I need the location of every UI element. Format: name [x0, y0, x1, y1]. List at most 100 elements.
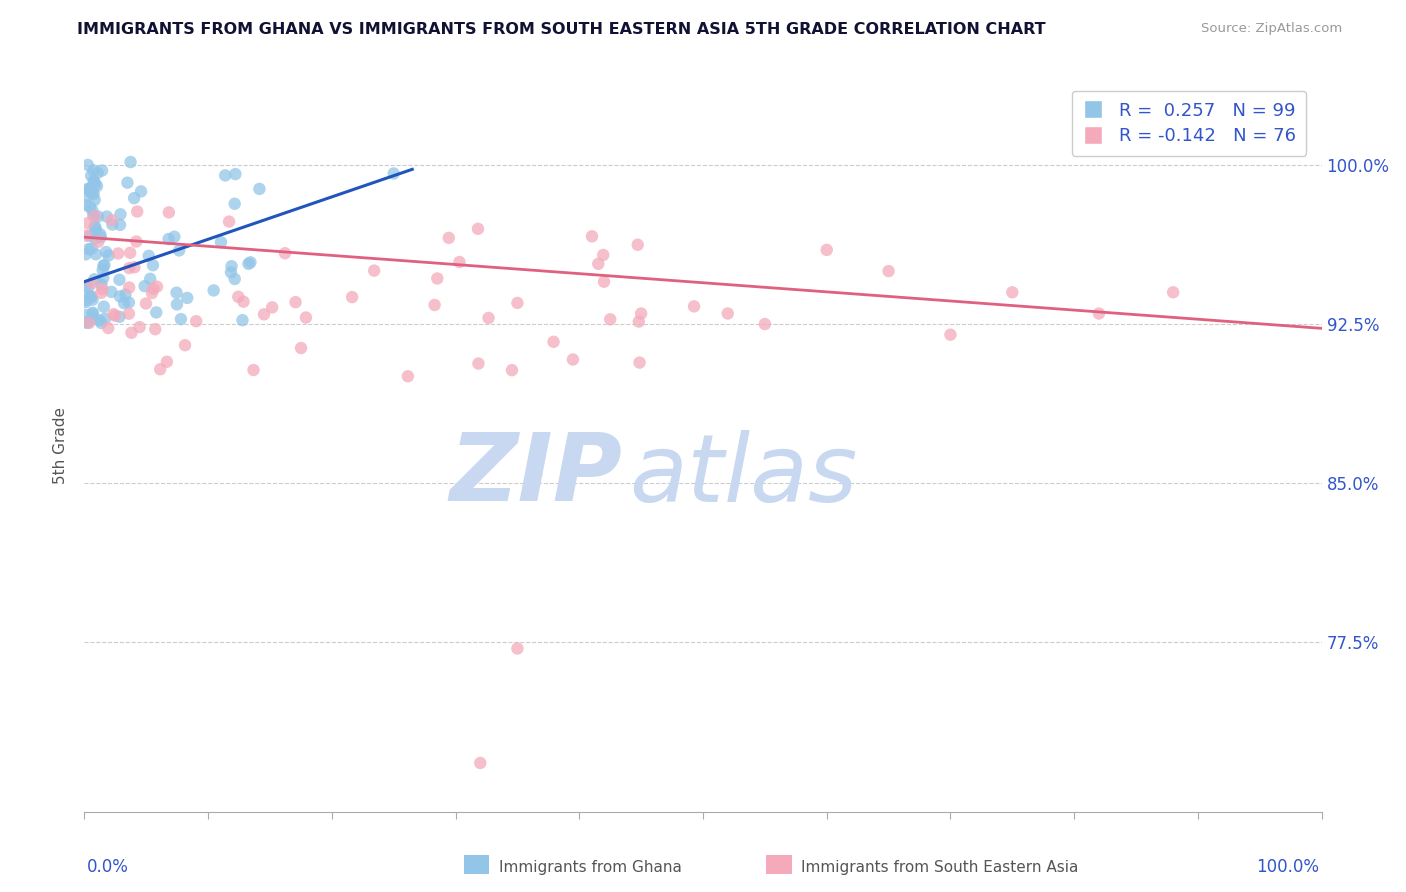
Point	[90, 230, 112, 244]
Point	[91, 263, 114, 277]
Point	[82, 203, 104, 218]
Point	[221, 259, 243, 273]
Point	[122, 191, 145, 205]
Point	[174, 338, 197, 352]
Point	[170, 312, 193, 326]
Point	[142, 258, 165, 272]
Point	[1161, 285, 1184, 300]
Point	[97, 321, 120, 335]
Point	[96, 210, 118, 224]
Point	[77, 183, 100, 197]
Point	[75, 315, 97, 329]
Point	[437, 231, 460, 245]
Point	[877, 264, 900, 278]
Point	[163, 229, 186, 244]
Point	[117, 176, 139, 190]
Point	[86, 179, 108, 194]
Point	[114, 287, 136, 301]
Point	[506, 641, 529, 656]
Point	[82, 185, 104, 199]
Point	[101, 218, 124, 232]
Point	[176, 291, 198, 305]
Point	[247, 182, 270, 196]
Point	[90, 316, 112, 330]
Point	[1088, 306, 1111, 320]
Point	[120, 326, 142, 340]
Point	[93, 259, 115, 273]
Point	[77, 280, 100, 294]
Point	[75, 293, 97, 307]
Text: Immigrants from Ghana: Immigrants from Ghana	[499, 860, 682, 874]
Point	[939, 327, 962, 342]
Point	[630, 306, 652, 320]
Point	[224, 272, 246, 286]
Point	[87, 235, 110, 249]
Point	[79, 228, 101, 243]
Point	[125, 235, 148, 249]
Point	[146, 279, 169, 293]
Point	[75, 247, 97, 261]
Point	[89, 227, 111, 242]
Point	[89, 313, 111, 327]
Point	[76, 158, 98, 172]
Point	[477, 310, 499, 325]
Point	[141, 286, 163, 301]
Point	[80, 185, 103, 199]
Point	[112, 296, 135, 310]
Point	[506, 296, 529, 310]
Point	[226, 290, 249, 304]
Point	[94, 245, 117, 260]
Point	[77, 290, 100, 304]
Point	[262, 301, 284, 315]
Point	[166, 285, 188, 300]
Point	[138, 249, 160, 263]
Point	[143, 322, 166, 336]
Point	[118, 261, 141, 276]
Point	[754, 317, 776, 331]
Point	[91, 282, 114, 296]
Point	[396, 369, 419, 384]
Point	[209, 235, 232, 249]
Point	[83, 174, 105, 188]
Point	[134, 279, 156, 293]
Point	[84, 177, 107, 191]
Point	[238, 257, 260, 271]
Point	[82, 209, 104, 223]
Point	[149, 362, 172, 376]
Point	[224, 167, 246, 181]
Point	[75, 279, 97, 293]
Point	[108, 218, 131, 232]
Point	[290, 341, 312, 355]
Point	[157, 232, 180, 246]
Point	[139, 272, 162, 286]
Point	[83, 209, 105, 223]
Point	[128, 320, 150, 334]
Legend: R =  0.257   N = 99, R = -0.142   N = 76: R = 0.257 N = 99, R = -0.142 N = 76	[1071, 91, 1306, 156]
Text: IMMIGRANTS FROM GHANA VS IMMIGRANTS FROM SOUTH EASTERN ASIA 5TH GRADE CORRELATIO: IMMIGRANTS FROM GHANA VS IMMIGRANTS FROM…	[77, 22, 1046, 37]
Point	[93, 300, 115, 314]
Point	[214, 169, 236, 183]
Point	[124, 260, 146, 275]
Point	[581, 229, 603, 244]
Text: Source: ZipAtlas.com: Source: ZipAtlas.com	[1202, 22, 1343, 36]
Point	[108, 273, 131, 287]
Point	[75, 198, 97, 212]
Point	[75, 295, 97, 310]
Point	[166, 297, 188, 311]
Point	[295, 310, 318, 325]
Point	[274, 246, 297, 260]
Point	[79, 200, 101, 214]
Point	[108, 289, 131, 303]
Point	[118, 280, 141, 294]
Point	[156, 355, 179, 369]
Point	[82, 163, 104, 178]
Point	[80, 169, 103, 183]
Point	[592, 248, 614, 262]
Point	[340, 290, 363, 304]
Point	[80, 242, 103, 256]
Point	[382, 166, 405, 180]
Point	[84, 223, 107, 237]
Point	[120, 155, 142, 169]
Point	[127, 204, 149, 219]
Point	[91, 163, 114, 178]
